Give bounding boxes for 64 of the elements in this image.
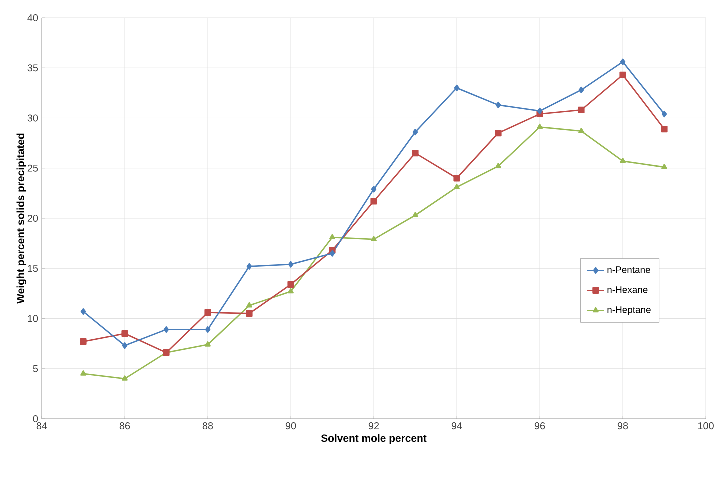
point bbox=[288, 288, 294, 294]
y-tick-label: 0 bbox=[33, 415, 38, 423]
x-tick-label: 100 bbox=[698, 422, 714, 430]
legend-label: n-Pentane bbox=[608, 266, 650, 274]
x-axis-title: Solvent mole percent bbox=[321, 434, 427, 444]
point bbox=[495, 130, 502, 137]
point bbox=[412, 150, 419, 157]
y-tick-label: 35 bbox=[28, 64, 38, 72]
x-tick-label: 90 bbox=[286, 422, 296, 430]
y-tick-label: 10 bbox=[28, 315, 38, 322]
point bbox=[246, 310, 253, 318]
point bbox=[80, 370, 86, 376]
x-tick-label: 88 bbox=[202, 422, 214, 430]
point bbox=[80, 308, 86, 316]
point bbox=[662, 164, 668, 170]
point bbox=[578, 128, 584, 134]
point bbox=[371, 186, 377, 193]
point bbox=[620, 72, 626, 78]
point bbox=[246, 263, 252, 270]
point bbox=[578, 86, 584, 94]
point bbox=[246, 302, 252, 308]
point bbox=[288, 261, 294, 268]
point bbox=[205, 342, 211, 347]
point bbox=[620, 158, 626, 164]
y-tick-label: 15 bbox=[28, 265, 38, 272]
point bbox=[204, 309, 212, 316]
point bbox=[537, 108, 543, 115]
y-tick-label: 5 bbox=[33, 365, 38, 372]
y-tick-label: 25 bbox=[28, 164, 38, 172]
point bbox=[496, 163, 502, 168]
x-tick-label: 84 bbox=[36, 422, 48, 430]
point bbox=[122, 342, 128, 350]
point bbox=[205, 326, 211, 334]
point bbox=[661, 126, 668, 133]
point bbox=[122, 330, 128, 338]
point bbox=[330, 234, 336, 240]
x-tick-label: 98 bbox=[618, 422, 628, 430]
x-tick-label: 86 bbox=[120, 422, 130, 430]
point bbox=[537, 124, 543, 130]
point bbox=[164, 326, 170, 334]
point bbox=[454, 84, 460, 92]
x-tick-label: 96 bbox=[534, 422, 546, 430]
x-tick-label: 94 bbox=[452, 422, 462, 430]
point bbox=[412, 212, 418, 218]
point bbox=[80, 338, 87, 346]
point bbox=[370, 198, 378, 205]
point bbox=[330, 250, 336, 257]
y-tick-label: 40 bbox=[28, 14, 38, 22]
point bbox=[288, 281, 294, 288]
point bbox=[412, 128, 418, 136]
point bbox=[454, 184, 460, 190]
y-tick-label: 30 bbox=[28, 114, 38, 122]
point bbox=[578, 106, 585, 114]
legend-label: n-Heptane bbox=[608, 306, 651, 316]
x-tick-label: 92 bbox=[368, 422, 380, 430]
y-axis-title: Weight percent solids precipitated bbox=[16, 134, 27, 304]
y-tick-label: 20 bbox=[28, 214, 38, 222]
point bbox=[122, 376, 128, 381]
point bbox=[620, 58, 626, 66]
point bbox=[454, 175, 460, 182]
point bbox=[371, 236, 377, 242]
point bbox=[662, 110, 668, 118]
point bbox=[496, 102, 502, 109]
legend-label: n-Hexane bbox=[608, 286, 648, 294]
